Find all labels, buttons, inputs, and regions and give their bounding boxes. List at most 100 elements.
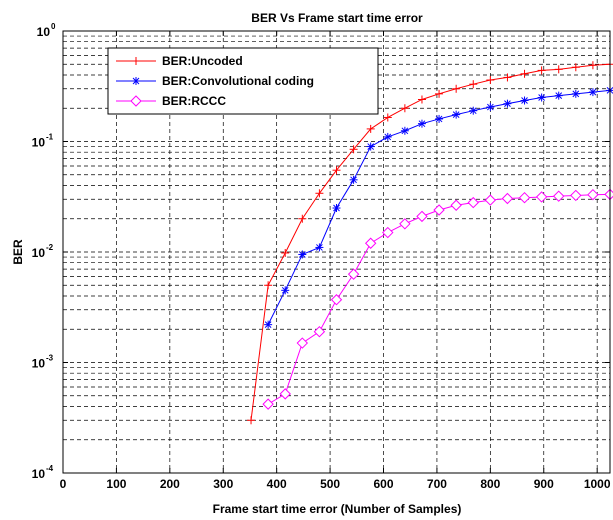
asterisk-marker-d2 xyxy=(333,204,340,212)
y-tick-label: 10 -2 xyxy=(32,243,54,260)
y-tick-base: 10 xyxy=(37,25,51,39)
asterisk-marker-d2 xyxy=(555,92,563,99)
data-point-plus xyxy=(588,61,597,70)
asterisk-marker-d2 xyxy=(316,244,323,251)
data-point-diamond xyxy=(433,204,445,216)
asterisk-marker-d2 xyxy=(452,111,460,118)
asterisk-marker-d2 xyxy=(401,127,409,135)
data-point-asterisk xyxy=(417,119,426,128)
data-point-diamond xyxy=(518,191,531,204)
data-point-diamond xyxy=(587,188,599,201)
data-point-asterisk xyxy=(520,96,529,105)
x-tick-label: 100 xyxy=(106,477,126,491)
x-tick-label: 300 xyxy=(213,477,233,491)
asterisk-marker-d2 xyxy=(298,251,306,258)
data-point-asterisk xyxy=(400,126,409,135)
asterisk-marker-d2 xyxy=(589,88,597,96)
series-1 xyxy=(264,86,613,329)
asterisk-marker-d2 xyxy=(521,97,528,104)
chart-title: BER Vs Frame start time error xyxy=(251,11,423,25)
data-point-asterisk xyxy=(383,132,392,141)
asterisk-marker-d2 xyxy=(538,94,545,101)
y-tick-base: 10 xyxy=(32,357,46,371)
y-tick-label: 10 -3 xyxy=(32,354,54,371)
data-point-plus xyxy=(417,95,426,104)
y-axis-label: BER xyxy=(11,239,25,265)
data-point-plus xyxy=(452,84,461,93)
data-point-diamond xyxy=(604,188,613,201)
legend-label: BER:RCCC xyxy=(162,94,226,108)
asterisk-marker-d2 xyxy=(264,321,272,329)
legend-label: BER:Uncoded xyxy=(162,54,243,68)
y-tick-exponent: -2 xyxy=(46,243,54,252)
y-tick-exponent: -3 xyxy=(46,354,54,363)
data-point-plus xyxy=(332,166,341,175)
y-tick-label: 10 -1 xyxy=(32,133,54,150)
data-point-plus xyxy=(247,416,256,425)
data-point-diamond xyxy=(416,210,428,223)
data-point-plus xyxy=(400,104,409,113)
data-point-plus xyxy=(520,69,529,78)
data-point-diamond xyxy=(553,190,565,202)
data-point-asterisk xyxy=(537,93,546,102)
data-point-asterisk xyxy=(435,114,444,123)
legend-item: BER:RCCC xyxy=(116,94,226,108)
x-tick-label: 700 xyxy=(427,477,447,491)
asterisk-marker-d2 xyxy=(281,286,289,294)
data-point-asterisk xyxy=(281,286,290,295)
data-point-diamond xyxy=(279,388,291,400)
data-point-plus xyxy=(503,73,512,82)
x-tick-label: 600 xyxy=(373,477,393,491)
data-point-diamond xyxy=(535,191,548,203)
asterisk-marker-d2 xyxy=(572,90,580,98)
data-point-asterisk xyxy=(132,77,140,85)
data-point-plus xyxy=(486,76,495,85)
data-point-plus xyxy=(554,65,563,74)
data-point-diamond xyxy=(330,294,343,306)
data-point-asterisk xyxy=(349,175,358,184)
x-axis-label: Frame start time error (Number of Sample… xyxy=(213,502,462,516)
y-tick-exponent: -1 xyxy=(46,133,54,142)
series-0 xyxy=(247,60,613,425)
data-point-asterisk xyxy=(571,89,580,98)
plot-series xyxy=(247,60,613,425)
data-point-diamond xyxy=(347,268,360,280)
y-tick-exponent: -4 xyxy=(46,464,54,473)
data-point-diamond xyxy=(364,237,377,249)
data-point-plus xyxy=(281,248,290,257)
x-tick-label: 200 xyxy=(160,477,180,491)
data-point-plus xyxy=(132,57,140,65)
data-point-asterisk xyxy=(469,106,478,115)
data-point-plus xyxy=(298,214,307,223)
data-point-plus xyxy=(264,281,273,290)
legend-item: BER:Convolutional coding xyxy=(116,74,314,88)
asterisk-marker-d2 xyxy=(350,176,357,184)
data-point-asterisk xyxy=(503,99,512,108)
y-tick-base: 10 xyxy=(32,136,46,150)
data-point-diamond xyxy=(382,226,394,239)
axis-ticks: 0 100 200 300 400 500 600 700 800 900 100010-410-3… xyxy=(32,22,611,491)
data-point-diamond xyxy=(262,398,274,410)
data-point-diamond xyxy=(313,325,326,338)
data-point-diamond xyxy=(484,194,497,206)
data-point-diamond xyxy=(130,95,142,107)
data-point-asterisk xyxy=(315,243,324,252)
data-point-asterisk xyxy=(298,250,307,259)
asterisk-marker-d2 xyxy=(504,100,511,108)
legend-item: BER:Uncoded xyxy=(116,54,243,68)
data-point-diamond xyxy=(467,196,479,209)
data-point-asterisk xyxy=(452,110,461,119)
x-tick-label: 400 xyxy=(267,477,287,491)
data-point-plus xyxy=(469,80,478,89)
series-2 xyxy=(262,188,613,410)
data-point-plus xyxy=(537,66,546,75)
series-line xyxy=(250,63,611,421)
data-point-plus xyxy=(383,113,392,122)
data-point-diamond xyxy=(296,337,309,349)
x-tick-label: 0 xyxy=(60,477,67,491)
data-point-diamond xyxy=(501,192,514,205)
legend: BER:Uncoded BER:Convolutional coding BER:R… xyxy=(107,47,379,115)
x-tick-label: 1000 xyxy=(584,477,611,491)
asterisk-marker-d2 xyxy=(384,133,392,141)
